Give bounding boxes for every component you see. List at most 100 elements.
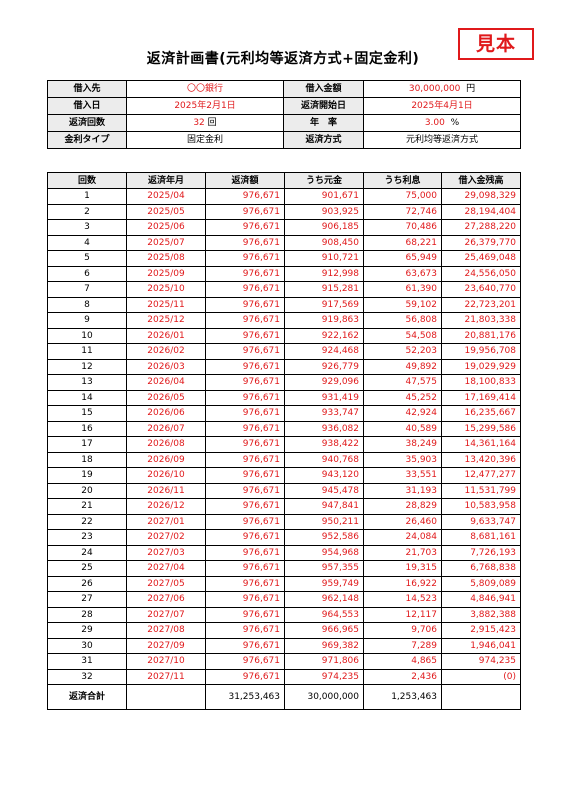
table-cell: 40,589 <box>363 420 442 437</box>
table-cell: 56,808 <box>363 312 442 329</box>
table-cell: 19,315 <box>363 560 442 577</box>
total-balance-empty <box>441 684 521 710</box>
table-cell: 12,117 <box>363 606 442 623</box>
total-payment: 31,253,463 <box>205 684 285 710</box>
table-cell: 15 <box>47 405 127 422</box>
table-cell: 14,361,164 <box>441 436 521 453</box>
table-cell: 976,671 <box>205 420 285 437</box>
table-cell: 2027/06 <box>126 591 206 608</box>
table-cell: 49,892 <box>363 358 442 375</box>
table-cell: 2026/11 <box>126 482 206 499</box>
table-cell: 915,281 <box>284 281 364 298</box>
total-row: 返済合計 31,253,463 30,000,000 1,253,463 <box>47 684 521 710</box>
table-cell: 19,956,708 <box>441 343 521 360</box>
info-value-text: 32 <box>193 117 205 128</box>
table-cell: 976,671 <box>205 250 285 267</box>
info-value: 元利均等返済方式 <box>363 131 521 149</box>
column-header: 回数 <box>47 172 127 189</box>
table-cell: 976,671 <box>205 389 285 406</box>
table-cell: 976,671 <box>205 622 285 639</box>
table-cell: 16 <box>47 420 127 437</box>
table-cell: 32 <box>47 668 127 685</box>
table-cell: 2026/06 <box>126 405 206 422</box>
table-cell: 917,569 <box>284 296 364 313</box>
table-row: 3 2025/06 976,671 906,185 70,486 27,288,220 <box>47 219 521 236</box>
table-cell: 72,746 <box>363 203 442 220</box>
table-cell: 976,671 <box>205 575 285 592</box>
table-cell: 2025/12 <box>126 312 206 329</box>
table-cell: 7,289 <box>363 637 442 654</box>
table-cell: 12 <box>47 358 127 375</box>
table-cell: 976,671 <box>205 591 285 608</box>
table-cell: 7 <box>47 281 127 298</box>
table-cell: 2026/09 <box>126 451 206 468</box>
table-cell: 976,671 <box>205 482 285 499</box>
table-cell: 25 <box>47 560 127 577</box>
table-cell: 976,671 <box>205 436 285 453</box>
table-cell: 2027/03 <box>126 544 206 561</box>
info-unit: % <box>450 117 460 128</box>
table-cell: 1 <box>47 188 127 205</box>
table-cell: 6,768,838 <box>441 560 521 577</box>
table-cell: 2027/05 <box>126 575 206 592</box>
table-row: 18 2026/09 976,671 940,768 35,903 13,420,396 <box>47 451 521 468</box>
table-cell: 9,633,747 <box>441 513 521 530</box>
table-cell: 947,841 <box>284 498 364 515</box>
table-cell: 31,193 <box>363 482 442 499</box>
table-cell: 54,508 <box>363 327 442 344</box>
table-cell: 2026/07 <box>126 420 206 437</box>
info-value-text: 〇〇銀行 <box>186 83 223 94</box>
table-cell: 976,671 <box>205 312 285 329</box>
table-cell: 5,809,089 <box>441 575 521 592</box>
table-cell: 16,235,667 <box>441 405 521 422</box>
table-cell: 938,422 <box>284 436 364 453</box>
table-cell: 9,706 <box>363 622 442 639</box>
info-label: 金利タイプ <box>47 131 127 149</box>
table-cell: 12,477,277 <box>441 467 521 484</box>
table-cell: 65,949 <box>363 250 442 267</box>
table-cell: 926,779 <box>284 358 364 375</box>
table-cell: 29,098,329 <box>441 188 521 205</box>
table-cell: 28 <box>47 606 127 623</box>
table-cell: 2025/05 <box>126 203 206 220</box>
info-label: 借入金額 <box>283 80 364 98</box>
table-row: 29 2027/08 976,671 966,965 9,706 2,915,423 <box>47 622 521 639</box>
table-cell: 2026/08 <box>126 436 206 453</box>
table-row: 30 2027/09 976,671 969,382 7,289 1,946,041 <box>47 637 521 654</box>
table-cell: 2025/06 <box>126 219 206 236</box>
table-row: 17 2026/08 976,671 938,422 38,249 14,361,164 <box>47 436 521 453</box>
schedule-header-row: 回数 返済年月 返済額 うち元金 うち利息 借入金残高 <box>47 172 521 189</box>
table-cell: 922,162 <box>284 327 364 344</box>
table-cell: 2025/08 <box>126 250 206 267</box>
table-cell: 976,671 <box>205 544 285 561</box>
table-cell: 10 <box>47 327 127 344</box>
table-row: 22 2027/01 976,671 950,211 26,460 9,633,747 <box>47 513 521 530</box>
table-cell: 933,747 <box>284 405 364 422</box>
table-cell: 4,865 <box>363 653 442 670</box>
table-cell: 2027/10 <box>126 653 206 670</box>
info-label: 年 率 <box>283 114 364 132</box>
table-cell: 24,084 <box>363 529 442 546</box>
table-row: 1 2025/04 976,671 901,671 75,000 29,098,329 <box>47 188 521 205</box>
info-value-text: 2025年4月1日 <box>411 100 473 111</box>
table-cell: 1,946,041 <box>441 637 521 654</box>
table-row: 20 2026/11 976,671 945,478 31,193 11,531,799 <box>47 482 521 499</box>
table-cell: 2025/11 <box>126 296 206 313</box>
table-cell: 15,299,586 <box>441 420 521 437</box>
total-principal: 30,000,000 <box>284 684 364 710</box>
table-row: 27 2027/06 976,671 962,148 14,523 4,846,941 <box>47 591 521 608</box>
table-row: 26 2027/05 976,671 959,749 16,922 5,809,089 <box>47 575 521 592</box>
table-row: 11 2026/02 976,671 924,468 52,203 19,956,708 <box>47 343 521 360</box>
table-cell: 2,436 <box>363 668 442 685</box>
document-title: 返済計画書(元利均等返済方式+固定金利) <box>146 51 420 67</box>
table-cell: 3 <box>47 219 127 236</box>
table-cell: 2025/07 <box>126 234 206 251</box>
table-cell: 2027/11 <box>126 668 206 685</box>
info-value: 固定金利 <box>126 131 284 149</box>
table-cell: 19 <box>47 467 127 484</box>
table-cell: 2027/01 <box>126 513 206 530</box>
table-cell: 912,998 <box>284 265 364 282</box>
loan-info-table: 借入先 〇〇銀行 借入金額 30,000,000 円借入日 2025年2月1日 返済開始日… <box>47 80 521 149</box>
table-cell: 63,673 <box>363 265 442 282</box>
table-row: 4 2025/07 976,671 908,450 68,221 26,379,770 <box>47 234 521 251</box>
